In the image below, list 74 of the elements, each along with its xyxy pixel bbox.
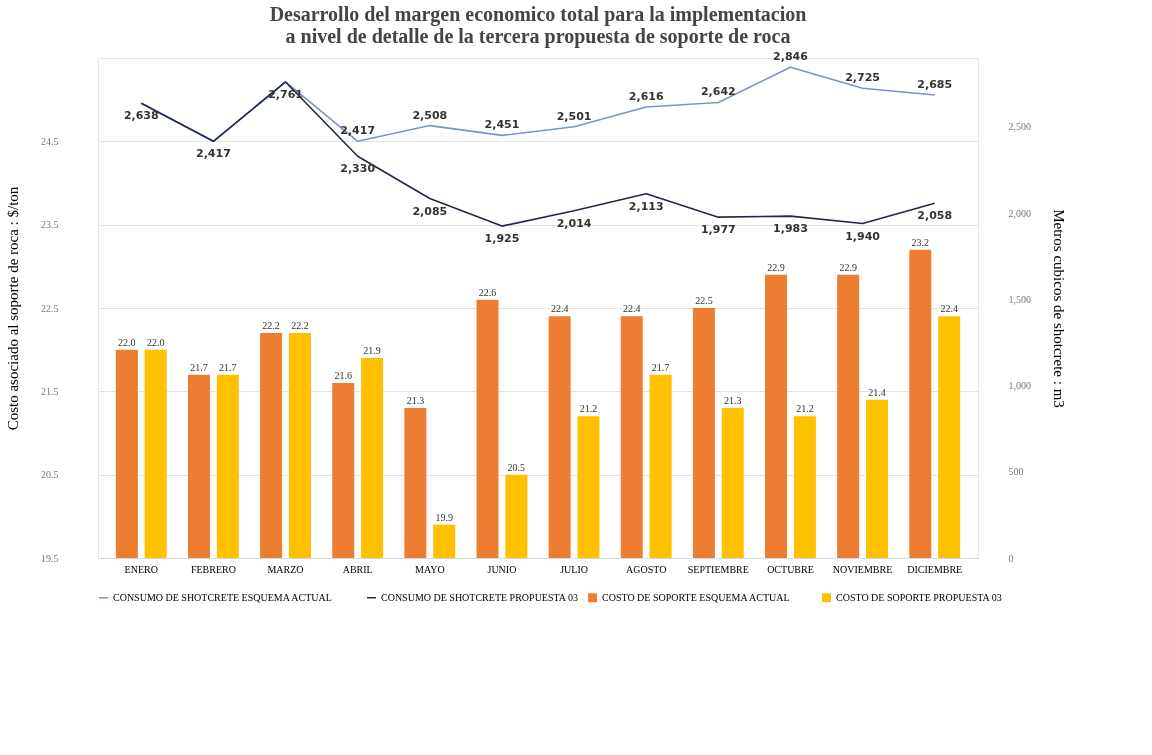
data-label: 21.2 [796, 403, 814, 415]
data-label: 22.9 [839, 261, 857, 273]
data-label: 22.4 [940, 303, 958, 315]
legend-label: CONSUMO DE SHOTCRETE ESQUEMA ACTUAL [113, 591, 332, 603]
data-label: 23.2 [911, 236, 930, 248]
data-label: 2,014 [556, 216, 592, 230]
y-tick-label: 24.5 [41, 135, 59, 147]
data-label: 2,451 [484, 118, 520, 132]
y-tick-label: 20.5 [41, 469, 59, 481]
x-tick-label: DICIEMBRE [907, 563, 963, 575]
data-label: 20.5 [507, 461, 526, 473]
y-axis-title: Costo asociado al soporte de roca : $/ton [5, 186, 21, 431]
data-label: 2,085 [412, 204, 448, 218]
data-label: 21.4 [868, 386, 886, 398]
y-tick-label: 21.5 [41, 385, 59, 397]
data-label: 21.3 [724, 395, 742, 406]
x-tick-label: OCTUBRE [767, 563, 814, 575]
data-label: 21.7 [651, 361, 670, 373]
data-label: 22.0 [146, 336, 165, 348]
data-label: 2,417 [196, 147, 231, 161]
chart-title: Desarrollo del margen economico total para la implementacion a nivel de detalle de la tercera propuesta de soporte de roca [269, 3, 807, 49]
data-label: 21.3 [406, 395, 425, 406]
data-label: 2,638 [123, 109, 159, 123]
x-tick-label: ABRIL [342, 563, 373, 575]
data-label: 2,058 [917, 209, 953, 223]
data-label: 2,508 [412, 108, 448, 122]
x-tick-label: FEBRERO [190, 563, 236, 575]
y2-tick-label: 1,000 [1008, 380, 1031, 392]
x-tick-label: MAYO [414, 563, 445, 575]
data-label: 19.9 [435, 511, 453, 523]
data-label: 2,846 [773, 50, 809, 64]
y-tick-label: 23.5 [41, 219, 59, 231]
x-tick-label: NOVIEMBRE [832, 563, 893, 575]
data-label: 22.6 [478, 286, 497, 298]
data-label: 1,925 [484, 232, 520, 246]
data-label: 21.7 [219, 361, 237, 373]
y2-tick-label: 2,000 [1008, 207, 1031, 219]
data-label: 22.4 [623, 303, 641, 315]
data-label: 22.2 [291, 320, 309, 331]
y2-axis-title: Metros cubicos de shotcrete : m3 [1051, 209, 1067, 408]
data-label: 21.2 [579, 403, 598, 415]
y2-tick-label: 500 [1008, 466, 1024, 478]
y-tick-label: 22.5 [41, 302, 59, 314]
data-label: 22.4 [550, 303, 569, 315]
legend-label: COSTO DE SOPORTE PROPUESTA 03 [836, 591, 1002, 603]
y-tick-label: 19.5 [41, 552, 59, 564]
data-label: 1,940 [845, 229, 881, 243]
data-label: 21.7 [190, 361, 208, 373]
legend-label: COSTO DE SOPORTE ESQUEMA ACTUAL [602, 591, 790, 603]
data-label: 1,983 [773, 222, 808, 236]
x-tick-label: ENERO [124, 563, 158, 575]
data-label: 22.2 [262, 320, 280, 331]
x-tick-label: MARZO [267, 563, 304, 575]
data-label: 21.9 [363, 345, 381, 356]
y2-tick-label: 0 [1008, 552, 1014, 564]
x-tick-label: AGOSTO [626, 563, 667, 575]
y2-tick-label: 1,500 [1008, 293, 1031, 305]
y2-tick-label: 2,500 [1008, 121, 1031, 133]
data-label: 1,977 [700, 223, 736, 237]
data-label: 2,616 [628, 89, 664, 103]
data-label: 22.5 [695, 295, 713, 306]
legend-label: CONSUMO DE SHOTCRETE PROPUESTA 03 [381, 591, 579, 603]
data-label: 2,501 [556, 109, 592, 123]
data-label: 21.6 [334, 370, 352, 381]
data-label: 2,330 [340, 162, 376, 176]
data-label: 2,642 [700, 85, 736, 99]
x-tick-label: JUNIO [487, 563, 517, 575]
x-tick-label: SEPTIEMBRE [687, 563, 749, 575]
data-label: 22.0 [118, 336, 136, 348]
data-label: 2,725 [845, 71, 880, 85]
data-label: 2,113 [628, 199, 664, 213]
x-tick-label: JULIO [560, 563, 588, 575]
data-label: 2,685 [917, 78, 953, 92]
data-label: 22.9 [767, 261, 785, 273]
